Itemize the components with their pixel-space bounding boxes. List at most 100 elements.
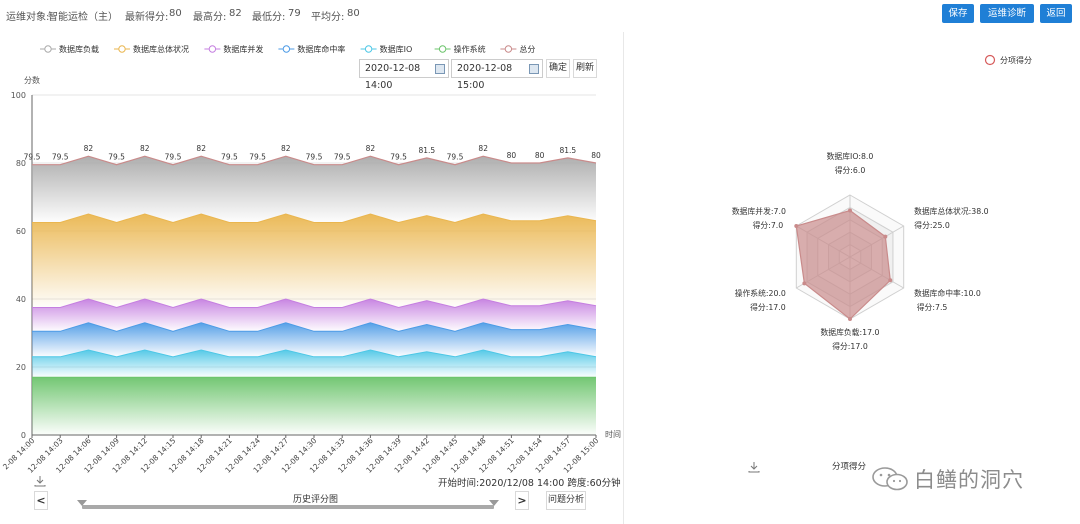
y-axis-label: 分数 [24, 75, 40, 85]
legend-label: 分项得分 [1000, 55, 1032, 65]
radar-indicator-label: 数据库负载:17.0 [821, 327, 880, 337]
refresh-button[interactable]: 刷新 [573, 59, 597, 78]
series-line-总分 [32, 155, 597, 166]
y-tick-label: 60 [16, 227, 26, 236]
y-tick-label: 100 [11, 91, 26, 100]
legend-label: 数据库负载 [59, 44, 99, 54]
back-button[interactable]: 返回 [1040, 4, 1072, 23]
data-label: 80 [591, 151, 601, 160]
confirm-button[interactable]: 确定 [546, 59, 570, 78]
radar-indicator-label: 数据库总体状况:38.0 [914, 206, 989, 216]
start-time-value: 2020-12-08 14:00 [365, 63, 421, 91]
series-line-数据库IO [32, 349, 597, 358]
radar-point [794, 224, 799, 228]
area-数据库并发 [32, 299, 596, 332]
legend-item: 数据库负载 [40, 44, 99, 54]
download-icon[interactable] [34, 472, 46, 487]
data-label: 80 [507, 151, 517, 160]
legend-label: 数据库IO [380, 44, 413, 54]
area-数据库总体状况 [32, 214, 596, 308]
latest-score-value: 80 [169, 8, 182, 19]
x-axis-label: 时间 [605, 429, 621, 439]
legend-item: 操作系统 [434, 44, 486, 54]
radar-score-label: 得分:7.0 [753, 220, 784, 230]
radar-score-label: 得分:6.0 [835, 165, 866, 175]
legend-marker [282, 45, 291, 53]
radar-score-label: 得分:17.0 [750, 302, 786, 312]
radar-indicator-label: 数据库命中率:10.0 [914, 288, 981, 298]
save-button[interactable]: 保存 [942, 4, 974, 23]
prev-button[interactable]: < [34, 491, 48, 510]
calendar-icon[interactable] [529, 64, 539, 74]
data-label: 79.5 [24, 153, 41, 162]
area-操作系统 [32, 377, 596, 435]
legend-marker [364, 45, 373, 53]
end-time-value: 2020-12-08 15:00 [457, 63, 513, 91]
data-label: 82 [140, 144, 150, 153]
radar-point [802, 281, 807, 286]
download-icon[interactable] [748, 458, 760, 473]
data-label: 79.5 [221, 153, 238, 162]
history-scrollbar[interactable] [82, 505, 494, 509]
data-label: 79.5 [52, 153, 69, 162]
area-数据库负载 [32, 156, 596, 223]
scroll-handle-right[interactable] [489, 500, 499, 506]
target-value: 智能运检（主） [48, 12, 118, 23]
y-tick-label: 40 [16, 295, 26, 304]
end-time-input[interactable]: 2020-12-08 15:00 [451, 59, 543, 91]
y-tick-label: 0 [21, 431, 26, 440]
data-label: 81.5 [559, 146, 576, 155]
data-label: 79.5 [108, 153, 125, 162]
radar-point [883, 234, 888, 239]
max-score-value: 82 [229, 8, 242, 19]
legend-label: 数据库总体状况 [133, 44, 189, 54]
legend-label: 总分 [519, 44, 535, 54]
diagnose-button[interactable]: 运维诊断 [980, 4, 1034, 23]
history-chart-title: 历史评分图 [293, 495, 339, 505]
data-label: 82 [281, 144, 291, 153]
data-label: 79.5 [390, 153, 407, 162]
avg-score-value: 80 [347, 8, 360, 19]
data-label: 82 [366, 144, 376, 153]
series-line-数据库命中率 [32, 322, 597, 332]
data-label: 82 [478, 144, 488, 153]
data-label: 79.5 [306, 153, 323, 162]
radar-score-label: 得分:17.0 [832, 341, 868, 351]
start-time-input[interactable]: 2020-12-08 14:00 [359, 59, 449, 91]
radar-indicator-label: 数据库IO:8.0 [827, 151, 874, 161]
radar-point [848, 317, 852, 321]
radar-point [888, 278, 893, 283]
radar-score-label: 得分:25.0 [914, 220, 950, 230]
legend-item: 数据库IO [360, 44, 413, 54]
avg-score-label: 平均分: [311, 12, 345, 23]
item-score-radar-chart: 数据库IO:8.0 得分:6.0 数据库总体状况:38.0 得分:25.0 数据库命中率… [732, 54, 1032, 351]
wechat-icon [870, 465, 910, 493]
scroll-handle-left[interactable] [77, 500, 87, 506]
y-tick-label: 20 [16, 363, 26, 372]
legend-marker [438, 45, 447, 53]
legend-label: 数据库命中率 [297, 44, 345, 54]
radar-point [848, 208, 852, 213]
legend-item: 总分 [500, 44, 535, 54]
radar-score-label: 得分:7.5 [917, 302, 948, 312]
panel-divider [623, 32, 624, 524]
data-label: 80 [535, 151, 545, 160]
legend-marker [208, 45, 217, 53]
legend-marker [118, 45, 126, 53]
top-info-bar: 运维对象: 智能运检（主） 最新得分: 80 最高分: 82 最低分: 79 平… [0, 0, 1080, 28]
min-score-label: 最低分: [252, 12, 286, 23]
next-button[interactable]: > [515, 491, 529, 510]
y-tick-label: 80 [16, 159, 26, 168]
legend-item: 数据库总体状况 [114, 44, 189, 54]
data-label: 82 [84, 144, 94, 153]
target-label: 运维对象: [6, 12, 50, 23]
problem-analysis-button[interactable]: 问题分析 [546, 491, 586, 510]
series-line-数据库并发 [32, 298, 597, 309]
radar-caption: 分项得分 [832, 462, 867, 472]
legend-marker [44, 45, 52, 53]
calendar-icon[interactable] [435, 64, 445, 74]
data-label: 79.5 [447, 153, 464, 162]
radar-indicator-label: 操作系统:20.0 [735, 288, 786, 298]
legend-item: 数据库并发 [204, 44, 263, 54]
